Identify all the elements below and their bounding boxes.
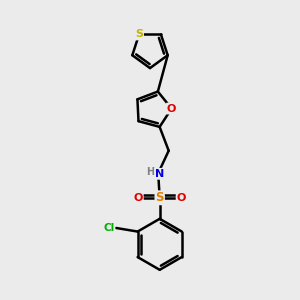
Text: S: S — [155, 191, 164, 204]
Text: Cl: Cl — [103, 223, 115, 233]
Text: N: N — [155, 169, 164, 179]
Text: H: H — [146, 167, 154, 177]
Text: S: S — [135, 29, 143, 40]
Text: O: O — [134, 193, 143, 203]
Text: O: O — [177, 193, 186, 203]
Text: O: O — [167, 103, 176, 114]
